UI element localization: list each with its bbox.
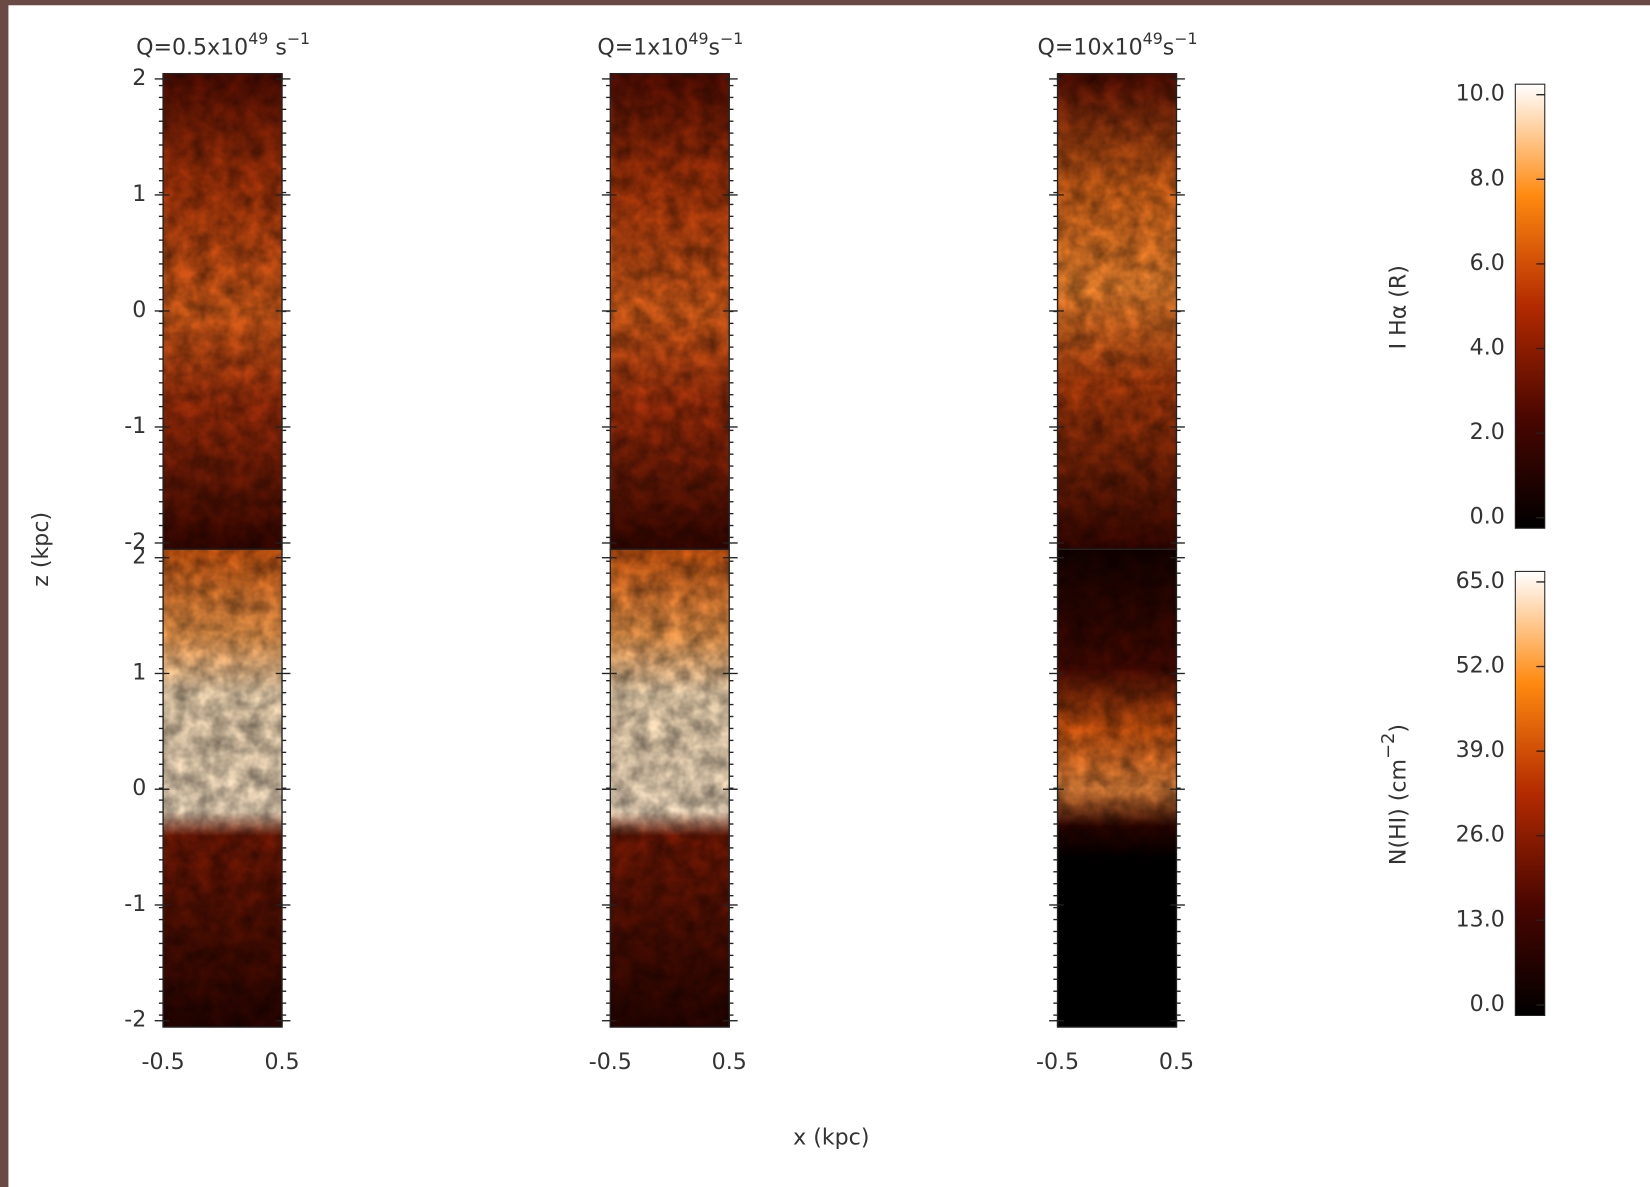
label-sup: −2	[1378, 733, 1399, 759]
panel-title: Q=10x1049s−1	[1038, 28, 1198, 60]
x-tick-label: 0.5	[264, 1049, 299, 1075]
colorbar	[1514, 83, 1546, 529]
y-tick-label: 0	[132, 775, 146, 801]
title-text: s	[1163, 34, 1175, 60]
colorbar-tick-label: 65.0	[1456, 568, 1505, 594]
title-sup: 49	[248, 28, 268, 47]
colorbar-tick-label: 8.0	[1470, 165, 1505, 191]
colorbar-tick-label: 6.0	[1470, 250, 1505, 276]
title-text: Q=1x10	[597, 34, 688, 60]
x-tick-label: -0.5	[589, 1049, 632, 1075]
panel-title: Q=1x1049s−1	[597, 28, 743, 60]
y-tick-label: 2	[132, 544, 146, 570]
map-texture	[163, 549, 283, 1028]
map-texture	[1057, 73, 1177, 550]
label-text: )	[1386, 724, 1412, 733]
colorbar-tick-label: 10.0	[1456, 81, 1505, 107]
title-sup: −1	[287, 28, 310, 47]
title-text: s	[709, 34, 721, 60]
y-tick-label: -2	[124, 1007, 146, 1033]
y-tick-label: -1	[124, 891, 146, 917]
title-sup: 49	[688, 28, 708, 47]
panel-title: Q=0.5x1049 s−1	[136, 28, 310, 60]
y-tick-label: 2	[132, 65, 146, 91]
y-tick-label: 0	[132, 297, 146, 323]
colorbar	[1514, 570, 1546, 1017]
colorbar-tick-label: 39.0	[1456, 737, 1505, 763]
colorbar-tick-label: 52.0	[1456, 653, 1505, 679]
map-texture	[610, 73, 730, 550]
title-sup: −1	[720, 28, 743, 47]
colorbar-tick-label: 26.0	[1456, 822, 1505, 848]
title-sup: 49	[1143, 28, 1163, 47]
x-tick-label: 0.5	[712, 1049, 747, 1075]
map-texture	[163, 73, 283, 550]
y-tick-label: 1	[132, 659, 146, 685]
colorbar-label: N(HI) (cm−2)	[1378, 724, 1412, 865]
label-text: N(HI) (cm	[1386, 759, 1412, 865]
y-axis-label: z (kpc)	[28, 512, 54, 587]
title-text: s	[268, 34, 287, 60]
y-tick-label: -1	[124, 413, 146, 439]
colorbar-label: I Hα (R)	[1386, 265, 1412, 349]
y-tick-label: 1	[132, 181, 146, 207]
colorbar-tick-label: 4.0	[1470, 335, 1505, 361]
map-texture	[1057, 549, 1177, 1028]
map-texture	[610, 549, 730, 1028]
title-text: Q=10x10	[1038, 34, 1143, 60]
x-tick-label: -0.5	[142, 1049, 185, 1075]
colorbar-tick-label: 0.0	[1470, 991, 1505, 1017]
y-tick-label: -2	[124, 529, 146, 555]
x-tick-label: -0.5	[1036, 1049, 1079, 1075]
colorbar-tick-label: 2.0	[1470, 419, 1505, 445]
colorbar-tick-label: 0.0	[1470, 504, 1505, 530]
title-text: Q=0.5x10	[136, 34, 248, 60]
label-text: I Hα (R)	[1386, 265, 1412, 349]
x-axis-label: x (kpc)	[793, 1125, 869, 1151]
x-tick-label: 0.5	[1159, 1049, 1194, 1075]
colorbar-tick-label: 13.0	[1456, 906, 1505, 932]
title-sup: −1	[1174, 28, 1197, 47]
